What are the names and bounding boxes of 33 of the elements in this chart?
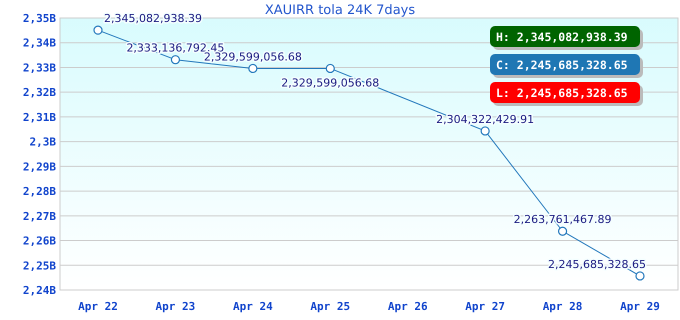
point: [326, 64, 335, 74]
y-tick-label: 2,26B: [22, 234, 56, 248]
y-tick-label: 2,32B: [22, 86, 56, 100]
x-tick-label: Apr 27: [465, 300, 506, 313]
point: [93, 26, 103, 35]
y-tick-label: 2,34B: [22, 36, 56, 50]
x-tick-label: Apr 28: [542, 300, 582, 313]
point: [248, 64, 258, 74]
annotation: L: 2,245,685,328.65: [496, 86, 628, 100]
x-tick-label: Apr 24: [232, 300, 274, 313]
y-tick-label: 2,3B: [30, 136, 56, 149]
x-tick-label: Apr 25: [310, 300, 350, 313]
y-tick-label: 2,28B: [22, 185, 56, 198]
x-tick-label: Apr 22: [78, 300, 118, 313]
x-tick-label: Apr 29: [620, 300, 660, 313]
x-tick-label: Apr 23: [156, 300, 196, 313]
annotation: C: 2,245,685,328.65: [496, 58, 628, 72]
y-tick-label: 2,29B: [22, 160, 56, 174]
point: [635, 271, 645, 281]
data-label: 2,345,082,938.39: [104, 12, 202, 26]
point: [558, 226, 568, 236]
x-tick-label: Apr 26: [388, 300, 428, 313]
y-tick-label: 2,25B: [22, 259, 56, 272]
y-tick-label: 2,31B: [22, 110, 56, 124]
chart-title: XAUIRR tola 24K 7days: [264, 3, 416, 18]
y-tick-label: 2,27B: [22, 210, 56, 223]
point: [480, 126, 490, 136]
y-tick-label: 2,24B: [22, 284, 56, 297]
data-label: 2,329,599,056.68: [204, 50, 302, 64]
point: [170, 55, 180, 64]
annotation: H: 2,345,082,938.39: [496, 30, 628, 44]
y-tick-label: 2,33B: [22, 61, 56, 74]
y-tick-label: 2,35B: [22, 12, 56, 25]
